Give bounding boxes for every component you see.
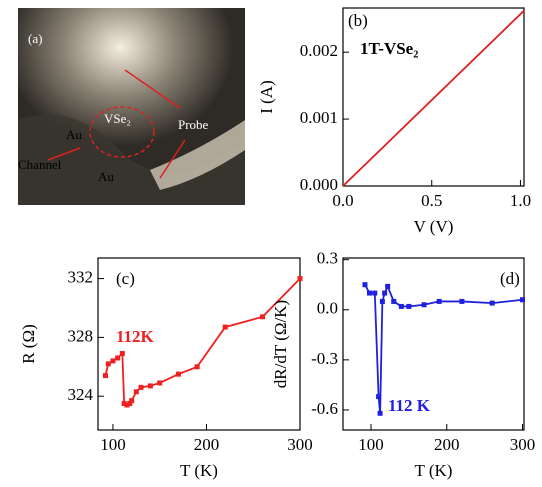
marker	[421, 302, 427, 308]
panel-label: (d)	[500, 269, 520, 288]
marker	[362, 282, 368, 288]
y-tick-label: 0.002	[300, 41, 338, 60]
photo-label: VSe₂	[104, 111, 131, 126]
marker	[133, 389, 139, 395]
marker	[377, 410, 383, 416]
marker	[222, 324, 228, 330]
marker	[127, 401, 133, 407]
sample-outline	[89, 106, 155, 158]
x-tick-label: 200	[194, 435, 220, 454]
annotation: 112K	[116, 327, 155, 346]
series-line	[364, 284, 523, 414]
y-tick-label: 332	[68, 267, 94, 286]
arrow	[159, 139, 186, 179]
arrow	[124, 69, 181, 109]
panel-label: (c)	[116, 269, 135, 288]
y-tick-label: 328	[68, 326, 94, 345]
x-tick-label: 100	[100, 435, 126, 454]
photo-label: Au	[66, 127, 82, 142]
marker	[157, 380, 163, 386]
x-tick-label: 100	[358, 435, 384, 454]
panel-label: (a)	[28, 31, 42, 46]
marker	[367, 290, 373, 296]
marker	[129, 398, 135, 404]
y-tick-label: -0.3	[311, 349, 338, 368]
marker	[110, 358, 116, 364]
marker	[436, 298, 442, 304]
marker	[459, 298, 465, 304]
x-axis-title: T (K)	[415, 461, 453, 480]
marker	[175, 371, 181, 377]
marker	[147, 383, 153, 389]
y-axis-title: dR/dT (Ω/K)	[271, 300, 290, 388]
marker	[385, 283, 391, 289]
marker	[372, 290, 378, 296]
marker	[119, 351, 125, 357]
x-tick-label: 300	[287, 435, 313, 454]
photo: (a) VSe₂ Au Au Channel Probe	[18, 8, 245, 205]
marker	[105, 361, 111, 367]
marker	[376, 394, 382, 400]
panel-label: (b)	[348, 11, 368, 30]
y-tick-label: 324	[68, 385, 94, 404]
marker	[194, 364, 200, 370]
y-axis-title: R (Ω)	[19, 324, 38, 364]
plot-frame	[97, 257, 301, 431]
arrow	[47, 147, 81, 161]
annotation: 1T-VSe₂	[360, 39, 418, 58]
x-axis-title: T (K)	[180, 461, 218, 480]
x-tick-label: 300	[510, 435, 536, 454]
x-tick-label: 0.0	[332, 191, 353, 210]
probe-tip	[150, 120, 245, 190]
marker	[115, 355, 121, 361]
x-tick-label: 0.5	[421, 191, 442, 210]
annotation: 112 K	[388, 396, 431, 415]
y-axis-title: I (A)	[257, 80, 276, 114]
marker	[406, 303, 412, 309]
marker	[489, 300, 495, 306]
marker	[121, 401, 127, 407]
marker	[382, 290, 388, 296]
marker	[519, 297, 525, 303]
substrate	[18, 114, 245, 205]
marker	[379, 298, 385, 304]
marker	[398, 303, 404, 309]
photo-label: Au	[98, 169, 114, 184]
marker	[138, 384, 144, 390]
marker	[297, 276, 303, 282]
series-line	[342, 10, 525, 187]
marker	[391, 298, 397, 304]
x-tick-label: 1.0	[510, 191, 531, 210]
x-axis-title: V (V)	[414, 217, 454, 236]
y-tick-label: -0.6	[311, 399, 338, 418]
y-tick-label: 0.001	[300, 108, 338, 127]
y-tick-label: 0.000	[300, 175, 338, 194]
y-tick-label: 0.0	[317, 299, 338, 318]
y-tick-label: 0.3	[317, 249, 338, 268]
marker	[260, 314, 266, 320]
photo-label: Channel	[18, 157, 62, 172]
plot-frame	[342, 7, 525, 187]
x-tick-label: 200	[434, 435, 460, 454]
plot-frame	[342, 257, 525, 431]
photo-label: Probe	[178, 117, 209, 132]
marker	[124, 402, 130, 408]
marker	[102, 373, 108, 379]
